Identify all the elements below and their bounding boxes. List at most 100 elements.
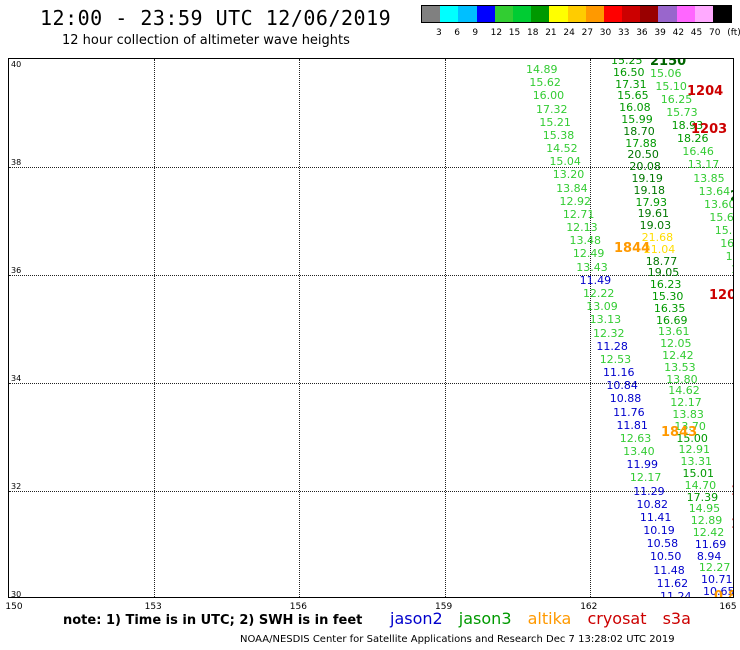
wave-height-value: 14.95 bbox=[688, 502, 721, 516]
pass-time-label: 1 bbox=[731, 484, 733, 499]
wave-height-value: 15.99 bbox=[621, 113, 653, 126]
wave-height-value: 21.04 bbox=[643, 242, 676, 256]
wave-height-value: 17.88 bbox=[625, 136, 657, 150]
wave-height-value: 13.40 bbox=[623, 445, 655, 459]
credit-line: NOAA/NESDIS Center for Satellite Applica… bbox=[240, 634, 675, 645]
wave-height-value: 13.83 bbox=[672, 408, 704, 421]
pass-time-label: 1203 bbox=[709, 288, 733, 303]
color-scale-tick: 9 bbox=[472, 28, 479, 38]
map-panel: 40 38 36 34 32 30 14.89 15.62 16.00 17.32 15.21 15.… bbox=[8, 58, 734, 598]
wave-height-value: 11.48 bbox=[653, 563, 685, 577]
color-scale-tick: 33 bbox=[618, 28, 630, 38]
wave-height-value: 13.53 bbox=[664, 360, 696, 374]
color-swatch bbox=[549, 6, 568, 22]
wave-height-value: 13.80 bbox=[666, 372, 698, 386]
wave-height-value: 11.49 bbox=[579, 273, 612, 287]
latitude-label: 40 bbox=[11, 60, 22, 69]
wave-height-value: 13.09 bbox=[586, 300, 618, 314]
wave-height-value: 10.65 bbox=[703, 585, 734, 598]
color-swatch bbox=[658, 6, 677, 22]
wave-height-value: 12.27 bbox=[698, 561, 731, 575]
note-text: note: 1) Time is in UTC; 2) SWH is in fe… bbox=[63, 613, 363, 628]
wave-height-value: 16.35 bbox=[653, 301, 686, 315]
wave-height-value: 17.39 bbox=[686, 490, 719, 504]
wave-height-value: 16.25 bbox=[660, 93, 693, 107]
longitude-gridline bbox=[444, 59, 446, 597]
wave-height-value: 15.04 bbox=[549, 155, 581, 169]
wave-height-value: 13.17 bbox=[687, 158, 720, 172]
wave-height-value: 15.30 bbox=[651, 290, 684, 303]
wave-height-value: 15.10 bbox=[655, 80, 687, 94]
wave-height-value: 17.32 bbox=[536, 102, 568, 116]
legend-s3a: s3a bbox=[662, 609, 691, 628]
color-scale-tick: 27 bbox=[581, 28, 594, 38]
wave-height-value: 10.58 bbox=[646, 537, 679, 551]
wave-height-value: 10.50 bbox=[649, 550, 682, 564]
pass-time-label: 1203 bbox=[691, 122, 728, 137]
color-swatch bbox=[694, 6, 713, 22]
page-subtitle: 12 hour collection of altimeter wave hei… bbox=[62, 33, 350, 48]
latitude-gridline bbox=[9, 167, 733, 168]
color-scale-tick: 15 bbox=[508, 28, 521, 38]
wave-height-value: 15.62 bbox=[529, 76, 561, 90]
legend-cryosat: cryosat bbox=[587, 609, 647, 628]
wave-height-value: 15.68 bbox=[709, 210, 734, 224]
color-scale-bar: 3 6 9 12 15 18 21 24 27 30 33 36 39 42 45 70 (ft) bbox=[421, 5, 740, 38]
wave-height-value: 12.92 bbox=[559, 194, 592, 208]
color-scale-tick: 36 bbox=[636, 28, 648, 38]
color-swatch bbox=[567, 6, 586, 22]
wave-height-value: 19.18 bbox=[633, 183, 665, 197]
wave-height-value: 11.62 bbox=[656, 576, 689, 590]
wave-height-value: 19.05 bbox=[647, 266, 680, 280]
longitude-label: 159 bbox=[435, 602, 453, 612]
wave-height-value: 13.31 bbox=[680, 455, 713, 469]
wave-height-value: 15.73 bbox=[666, 106, 698, 120]
color-swatch bbox=[458, 6, 477, 22]
color-scale-tick: 21 bbox=[545, 28, 557, 38]
wave-height-value: 21.68 bbox=[641, 231, 674, 244]
wave-height-value: 11.69 bbox=[694, 537, 727, 551]
wave-height-value: 15.01 bbox=[682, 467, 715, 480]
color-scale-tick: 70 bbox=[709, 28, 721, 38]
longitude-label: 165 bbox=[719, 602, 737, 612]
pass-time-label: 1844 bbox=[614, 241, 651, 256]
wave-height-value: 13.43 bbox=[576, 260, 608, 274]
wave-height-value: 17.31 bbox=[615, 77, 647, 91]
latitude-gridline bbox=[9, 275, 733, 276]
wave-height-value: 16. bbox=[725, 249, 733, 263]
color-scale-tick: 3 bbox=[436, 28, 442, 38]
wave-height-value: 16 bbox=[731, 264, 733, 275]
wave-height-value: 16.50 bbox=[613, 65, 645, 79]
legend-jason3: jason3 bbox=[458, 609, 512, 628]
color-swatch bbox=[622, 6, 641, 22]
color-swatch bbox=[585, 6, 604, 22]
wave-height-value: 8.94 bbox=[696, 549, 722, 563]
wave-height-value: 14.89 bbox=[526, 63, 558, 76]
wave-height-value: 13.60 bbox=[704, 197, 734, 211]
longitude-gridline bbox=[589, 59, 591, 597]
latitude-label: 34 bbox=[11, 374, 22, 383]
wave-height-value: 12.71 bbox=[562, 207, 595, 221]
wave-height-value: 13.85 bbox=[693, 171, 725, 185]
wave-height-value: 11.29 bbox=[633, 484, 665, 498]
longitude-label: 156 bbox=[289, 602, 307, 612]
color-swatch bbox=[531, 6, 550, 22]
longitude-gridline bbox=[299, 59, 301, 597]
color-scale-tick: 42 bbox=[672, 28, 685, 38]
color-swatch bbox=[494, 6, 513, 22]
wave-height-value: 12.17 bbox=[670, 396, 702, 410]
longitude-label: 162 bbox=[580, 602, 598, 612]
wave-height-value: 15.25 bbox=[611, 58, 643, 67]
color-swatch bbox=[512, 6, 532, 22]
wave-height-value: 12.42 bbox=[692, 526, 725, 539]
wave-height-value: 10.88 bbox=[609, 392, 642, 406]
pass-time-label: 2 bbox=[730, 189, 733, 204]
color-swatch bbox=[476, 6, 495, 22]
pass-time-label: 2150 bbox=[650, 58, 687, 69]
wave-height-value: 13.84 bbox=[556, 181, 588, 195]
wave-height-value: 14.70 bbox=[684, 478, 717, 492]
wave-height-value: 12.22 bbox=[582, 286, 615, 300]
pass-time-label: 0.82 bbox=[714, 589, 733, 598]
latitude-label: 32 bbox=[11, 482, 22, 491]
wave-height-value: 16.69 bbox=[655, 313, 688, 327]
